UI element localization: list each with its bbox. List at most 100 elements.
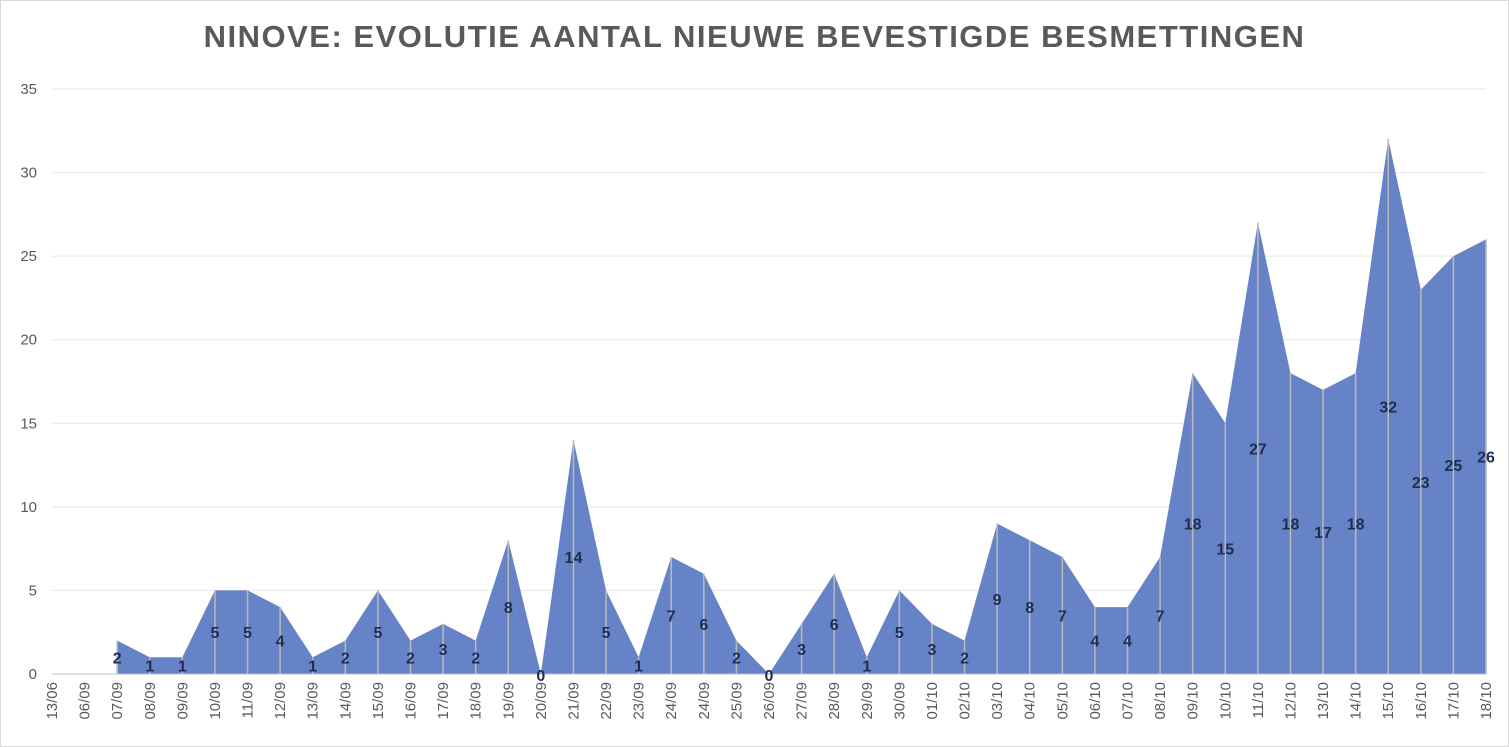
x-tick-label: 20/09 — [533, 682, 550, 720]
data-label: 1 — [862, 659, 871, 676]
x-tick-label: 06/09 — [77, 682, 94, 720]
data-label: 2 — [732, 650, 741, 667]
data-label: 8 — [504, 600, 513, 617]
x-tick-label: 30/09 — [891, 682, 908, 720]
x-tick-label: 08/09 — [142, 682, 159, 720]
x-tick-label: 06/10 — [1087, 682, 1104, 720]
x-tick-label: 25/09 — [728, 682, 745, 720]
data-label: 26 — [1477, 450, 1495, 467]
x-tick-label: 16/09 — [403, 682, 420, 720]
data-label: 18 — [1282, 517, 1300, 534]
x-tick-label: 13/10 — [1315, 682, 1332, 720]
data-label: 27 — [1249, 441, 1267, 458]
data-label: 5 — [373, 625, 382, 642]
data-label: 5 — [602, 625, 611, 642]
data-label: 5 — [895, 625, 904, 642]
data-label: 18 — [1184, 517, 1202, 534]
x-tick-label: 11/10 — [1250, 682, 1267, 718]
series-area — [117, 139, 1487, 675]
x-tick-label: 18/09 — [468, 682, 485, 720]
x-tick-label: 14/09 — [337, 682, 354, 720]
data-label: 17 — [1314, 525, 1332, 542]
data-label: 7 — [1058, 609, 1067, 626]
chart-title: NINOVE: EVOLUTIE AANTAL NIEUWE BEVESTIGD… — [203, 19, 1306, 54]
x-tick-label: 12/09 — [272, 682, 289, 720]
x-tick-label: 24/09 — [663, 682, 680, 720]
y-tick-label: 25 — [20, 248, 37, 265]
y-axis-ticks: 0 5 10 15 20 25 30 35 — [20, 81, 37, 683]
data-label: 4 — [1123, 634, 1132, 651]
x-tick-label: 17/09 — [435, 682, 452, 720]
y-tick-label: 20 — [20, 332, 37, 349]
data-label: 23 — [1412, 475, 1430, 492]
data-label: 3 — [928, 642, 937, 659]
data-label: 0 — [765, 668, 774, 685]
y-tick-label: 15 — [20, 415, 37, 432]
x-tick-label: 04/10 — [1022, 682, 1039, 720]
x-tick-label: 22/09 — [598, 682, 615, 720]
x-tick-label: 10/10 — [1217, 682, 1234, 720]
x-tick-label: 10/09 — [207, 682, 224, 720]
data-label: 1 — [178, 659, 187, 676]
data-label: 2 — [406, 650, 415, 667]
x-tick-label: 27/09 — [794, 682, 811, 720]
x-tick-label: 15/09 — [370, 682, 387, 720]
drop-lines — [116, 139, 1487, 674]
y-tick-label: 35 — [20, 81, 37, 98]
x-tick-label: 08/10 — [1152, 682, 1169, 720]
x-tick-label: 13/09 — [305, 682, 322, 720]
data-label: 1 — [634, 659, 643, 676]
y-tick-label: 0 — [29, 666, 37, 683]
data-label: 1 — [145, 659, 154, 676]
x-tick-label: 14/10 — [1348, 682, 1365, 720]
x-tick-label: 13/06 — [44, 682, 61, 720]
data-label: 5 — [211, 625, 220, 642]
y-tick-label: 30 — [20, 165, 37, 182]
x-tick-label: 05/10 — [1054, 682, 1071, 720]
x-tick-label: 19/09 — [500, 682, 517, 720]
data-label: 4 — [276, 634, 285, 651]
x-tick-label: 09/09 — [174, 682, 191, 720]
data-label: 2 — [960, 650, 969, 667]
x-tick-label: 09/10 — [1185, 682, 1202, 720]
x-tick-label: 15/10 — [1380, 682, 1397, 720]
data-label: 8 — [1025, 600, 1034, 617]
data-label: 18 — [1347, 517, 1365, 534]
x-axis-ticks: 13/06 06/09 07/09 08/09 09/09 10/09 11/09 12/09… — [44, 682, 1495, 720]
y-tick-label: 10 — [20, 499, 37, 516]
x-tick-label: 24/09 — [696, 682, 713, 720]
data-label: 2 — [113, 650, 122, 667]
data-label: 14 — [565, 550, 583, 567]
x-tick-label: 26/09 — [761, 682, 778, 720]
x-tick-label: 12/10 — [1282, 682, 1299, 720]
x-tick-label: 17/10 — [1445, 682, 1462, 720]
x-tick-label: 16/10 — [1413, 682, 1430, 720]
data-label: 2 — [471, 650, 480, 667]
x-tick-label: 18/10 — [1478, 682, 1495, 720]
data-label: 6 — [830, 617, 839, 634]
data-label: 7 — [667, 609, 676, 626]
x-tick-label: 21/09 — [565, 682, 582, 720]
data-label: 6 — [699, 617, 708, 634]
x-tick-label: 03/10 — [989, 682, 1006, 720]
x-tick-label: 23/09 — [631, 682, 648, 720]
data-label: 4 — [1090, 634, 1099, 651]
data-label: 3 — [797, 642, 806, 659]
series-area-fill — [117, 139, 1487, 675]
gridlines — [52, 88, 1486, 591]
data-label: 25 — [1445, 458, 1463, 475]
data-label: 5 — [243, 625, 252, 642]
x-tick-label: 07/09 — [109, 682, 126, 720]
data-label: 3 — [439, 642, 448, 659]
data-label: 2 — [341, 650, 350, 667]
x-tick-label: 11/09 — [240, 682, 257, 718]
x-tick-label: 02/10 — [957, 682, 974, 720]
y-tick-label: 5 — [29, 582, 37, 599]
x-tick-label: 01/10 — [924, 682, 941, 720]
data-label: 7 — [1156, 609, 1165, 626]
x-tick-label: 07/10 — [1120, 682, 1137, 720]
data-label: 32 — [1379, 400, 1397, 417]
